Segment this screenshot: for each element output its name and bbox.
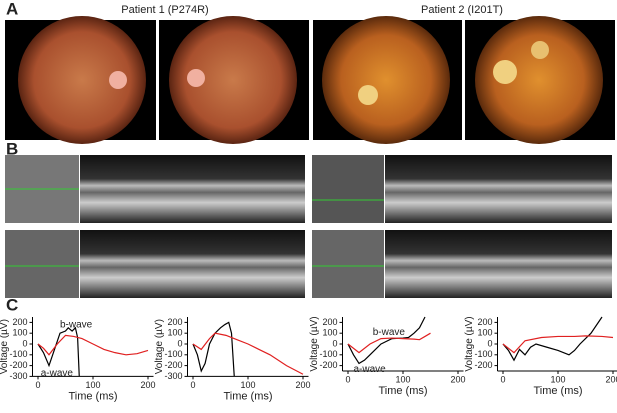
y-tick-label: 100: [167, 328, 182, 338]
y-tick-label: 200: [12, 317, 27, 327]
trace: [37, 334, 149, 356]
y-tick-label: 100: [12, 328, 27, 338]
y-tick-label: 0: [177, 338, 182, 348]
x-tick-label: 200: [140, 380, 155, 390]
panel-a-images: [5, 16, 615, 144]
x-tick-label: 0: [35, 380, 40, 390]
y-tick-label: -300: [164, 371, 182, 381]
annotation: b-wave: [60, 320, 93, 331]
annotation: a-wave: [41, 368, 74, 379]
x-tick-label: 100: [395, 374, 410, 384]
x-tick-label: 100: [550, 374, 565, 384]
x-axis-label: Time (ms): [378, 385, 427, 397]
patient-title: Patient 1 (P274R): [121, 4, 208, 16]
y-tick-label: -200: [9, 360, 27, 370]
x-axis-label: Time (ms): [223, 390, 272, 402]
y-axis-label: Voltage (µV): [0, 319, 10, 374]
x-tick-label: 200: [295, 380, 310, 390]
trace: [192, 332, 304, 375]
x-tick-label: 0: [500, 374, 505, 384]
annotation: a-wave: [354, 364, 387, 375]
x-tick-label: 100: [85, 380, 100, 390]
trace: [502, 335, 614, 354]
y-tick-label: -100: [9, 349, 27, 359]
y-tick-label: -200: [164, 360, 182, 370]
trace: [37, 326, 80, 377]
annotation: b-wave: [373, 327, 406, 338]
y-tick-label: -100: [319, 349, 337, 359]
patient-title: Patient 2 (I201T): [421, 4, 503, 16]
y-tick-label: -200: [319, 360, 337, 370]
panel-label: C: [6, 295, 18, 314]
y-tick-label: 100: [477, 328, 492, 338]
trace: [347, 316, 426, 365]
panel-label: A: [6, 0, 18, 18]
y-tick-label: 0: [487, 338, 492, 348]
y-axis-label: Voltage (µV): [154, 319, 165, 374]
y-tick-label: 200: [477, 317, 492, 327]
x-tick-label: 0: [190, 380, 195, 390]
panel-b-images: [5, 155, 612, 298]
y-tick-label: 0: [22, 338, 27, 348]
x-tick-label: 0: [345, 374, 350, 384]
y-axis-label: Voltage (µV): [464, 316, 475, 371]
trace: [347, 332, 431, 354]
y-tick-label: 200: [167, 317, 182, 327]
y-tick-label: 0: [332, 338, 337, 348]
y-tick-label: -100: [164, 349, 182, 359]
y-tick-label: -200: [474, 360, 492, 370]
x-tick-label: 100: [240, 380, 255, 390]
x-tick-label: 200: [605, 374, 617, 384]
x-axis-label: Time (ms): [68, 390, 117, 402]
y-tick-label: 200: [322, 317, 337, 327]
trace: [192, 321, 235, 377]
x-tick-label: 200: [450, 374, 465, 384]
trace: [502, 316, 603, 362]
y-tick-label: -100: [474, 349, 492, 359]
y-axis-label: Voltage (µV): [309, 316, 320, 371]
panel-label: B: [6, 139, 18, 158]
y-tick-label: -300: [9, 371, 27, 381]
y-tick-label: 100: [322, 328, 337, 338]
x-axis-label: Time (ms): [533, 385, 582, 397]
